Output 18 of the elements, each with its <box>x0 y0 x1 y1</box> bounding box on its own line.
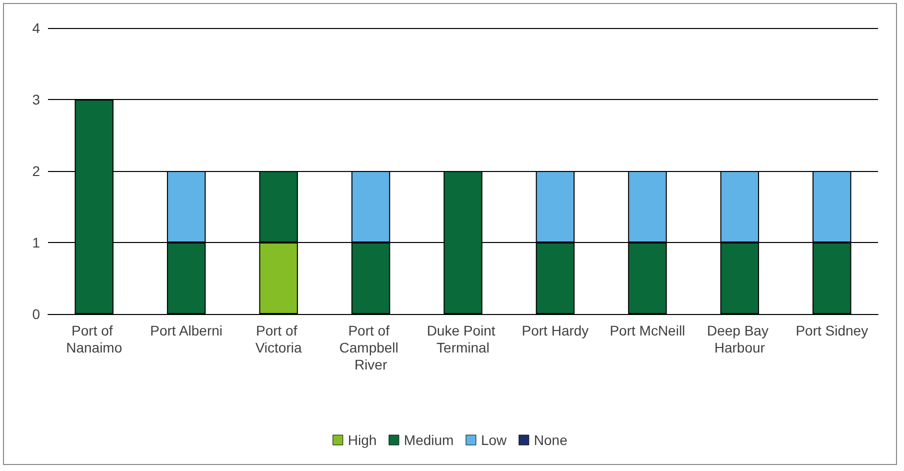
y-tick-label: 4 <box>32 20 40 36</box>
x-tick-label: Port Hardy <box>522 322 589 338</box>
y-tick-label: 1 <box>32 234 40 250</box>
legend-label: Low <box>480 432 508 448</box>
y-tick-label: 3 <box>32 92 40 108</box>
x-tick-label: Port Sidney <box>796 322 868 338</box>
x-tick-label: Port of Victoria <box>255 322 302 356</box>
x-tick-label: Port Alberni <box>150 322 223 338</box>
x-tick-label: Duke Point Terminal <box>426 322 500 356</box>
y-tick-label: 0 <box>32 306 40 322</box>
x-tick-label: Port of Nanaimo <box>66 322 122 356</box>
x-tick-label: Port of Campbell River <box>339 322 402 372</box>
legend-label: High <box>348 432 377 448</box>
legend-label: None <box>534 432 568 448</box>
legend-label: Medium <box>404 432 454 448</box>
y-tick-label: 2 <box>32 163 40 179</box>
x-tick-label: Deep Bay Harbour <box>706 322 772 356</box>
x-tick-label: Port McNeill <box>610 322 686 338</box>
